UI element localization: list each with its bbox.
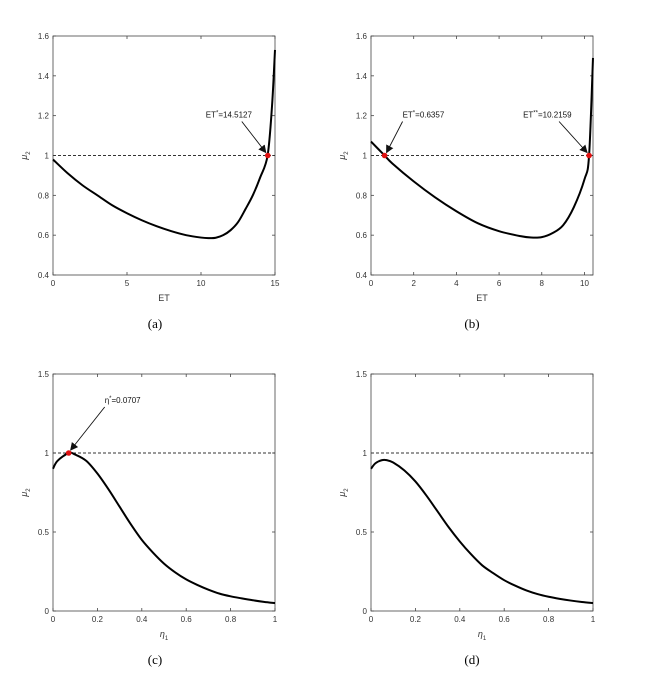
y-tick-label: 1.5 bbox=[356, 370, 368, 379]
y-axis-label: μ2 bbox=[19, 151, 32, 161]
y-tick-label: 1 bbox=[363, 152, 368, 161]
y-tick-label: 0.5 bbox=[38, 528, 50, 537]
annotation-label: ET**=10.2159 bbox=[523, 111, 572, 120]
y-tick-label: 0.4 bbox=[38, 271, 50, 280]
series-line-1 bbox=[52, 49, 276, 240]
y-tick-label: 1.6 bbox=[38, 32, 50, 41]
y-tick-label: 1 bbox=[45, 449, 50, 458]
panel-caption: (c) bbox=[148, 652, 162, 667]
x-tick-label: 6 bbox=[497, 279, 502, 288]
y-tick-label: 1.6 bbox=[356, 32, 368, 41]
series-line-1 bbox=[370, 458, 594, 605]
x-tick-label: 0.4 bbox=[454, 615, 466, 624]
panel-caption: (b) bbox=[464, 316, 479, 331]
x-tick-label: 2 bbox=[411, 279, 416, 288]
x-tick-label: 0.4 bbox=[136, 615, 148, 624]
x-tick-label: 8 bbox=[540, 279, 545, 288]
y-axis-label: μ2 bbox=[19, 488, 32, 498]
panel-caption: (d) bbox=[464, 652, 479, 667]
x-tick-label: 0.6 bbox=[181, 615, 193, 624]
x-tick-label: 0.6 bbox=[499, 615, 511, 624]
y-tick-label: 1.5 bbox=[38, 370, 50, 379]
y-tick-label: 0.8 bbox=[38, 191, 50, 200]
plot-area bbox=[52, 373, 276, 612]
x-tick-label: 0.8 bbox=[543, 615, 555, 624]
y-tick-label: 1 bbox=[363, 449, 368, 458]
y-tick-label: 0.6 bbox=[38, 231, 50, 240]
chart-panel-1: 0 5 10 15 0.4 0.6 0.8 1 1.2 1.4 1.6 ET μ2 ET*=14.5127… bbox=[19, 32, 280, 331]
x-tick-label: 0.2 bbox=[410, 615, 422, 624]
series-line-1 bbox=[52, 451, 276, 605]
annotation-arrow bbox=[386, 121, 403, 154]
chart-panel-4: 0 0.2 0.4 0.6 0.8 1 0 0.5 1 1.5 η1 μ2 (d) bbox=[337, 370, 596, 667]
y-tick-label: 0.4 bbox=[356, 271, 368, 280]
y-tick-label: 1.2 bbox=[356, 112, 368, 121]
x-tick-label: 4 bbox=[454, 279, 459, 288]
x-tick-label: 0 bbox=[369, 615, 374, 624]
x-tick-label: 15 bbox=[271, 279, 280, 288]
chart-panel-3: 0 0.2 0.4 0.6 0.8 1 0 0.5 1 1.5 η1 μ2 η*=0.0707 (c) bbox=[19, 370, 278, 667]
marker-point bbox=[586, 152, 592, 159]
y-tick-label: 0.8 bbox=[356, 191, 368, 200]
x-axis-label: ET bbox=[476, 293, 488, 303]
marker-point bbox=[381, 152, 388, 159]
x-tick-label: 1 bbox=[591, 615, 596, 624]
x-axis-label: ET bbox=[158, 293, 170, 303]
y-axis-label: μ2 bbox=[337, 488, 350, 498]
series-line-1 bbox=[370, 57, 594, 239]
x-tick-label: 10 bbox=[580, 279, 589, 288]
y-tick-label: 1.4 bbox=[38, 72, 50, 81]
x-tick-label: 0 bbox=[51, 615, 56, 624]
x-tick-label: 10 bbox=[197, 279, 206, 288]
marker-point bbox=[65, 450, 72, 456]
x-tick-label: 0.2 bbox=[92, 615, 104, 624]
x-tick-label: 1 bbox=[273, 615, 278, 624]
plot-area bbox=[370, 373, 594, 612]
annotation-arrow bbox=[70, 406, 106, 451]
y-tick-label: 0.5 bbox=[356, 528, 368, 537]
y-tick-label: 0 bbox=[363, 607, 368, 616]
y-axis-label: μ2 bbox=[337, 151, 350, 161]
x-tick-label: 0 bbox=[369, 279, 374, 288]
x-axis-label: η1 bbox=[478, 629, 487, 642]
marker-point bbox=[264, 152, 271, 159]
x-axis-label: η1 bbox=[160, 629, 169, 642]
annotation-arrow bbox=[241, 121, 267, 154]
y-tick-label: 0.6 bbox=[356, 231, 368, 240]
x-tick-label: 0.8 bbox=[225, 615, 237, 624]
y-tick-label: 1.4 bbox=[356, 72, 368, 81]
annotation-label: η*=0.0707 bbox=[105, 396, 141, 405]
annotation-label: ET*=0.6357 bbox=[403, 111, 445, 120]
panel-caption: (a) bbox=[148, 316, 162, 331]
chart-panel-2: 0 2 4 6 8 10 0.4 0.6 0.8 1 1.2 1.4 1.6 ET μ2 ET*=0.6357… bbox=[337, 32, 594, 331]
x-tick-label: 0 bbox=[51, 279, 56, 288]
y-tick-label: 0 bbox=[45, 607, 50, 616]
annotation-arrow bbox=[558, 121, 588, 154]
y-tick-label: 1.2 bbox=[38, 112, 50, 121]
annotation-label: ET*=14.5127 bbox=[206, 111, 253, 120]
y-tick-label: 1 bbox=[45, 152, 50, 161]
x-tick-label: 5 bbox=[125, 279, 130, 288]
